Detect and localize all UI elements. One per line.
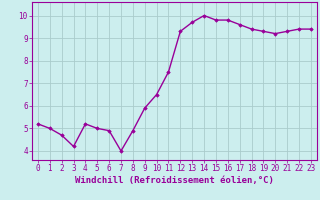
X-axis label: Windchill (Refroidissement éolien,°C): Windchill (Refroidissement éolien,°C) xyxy=(75,176,274,185)
